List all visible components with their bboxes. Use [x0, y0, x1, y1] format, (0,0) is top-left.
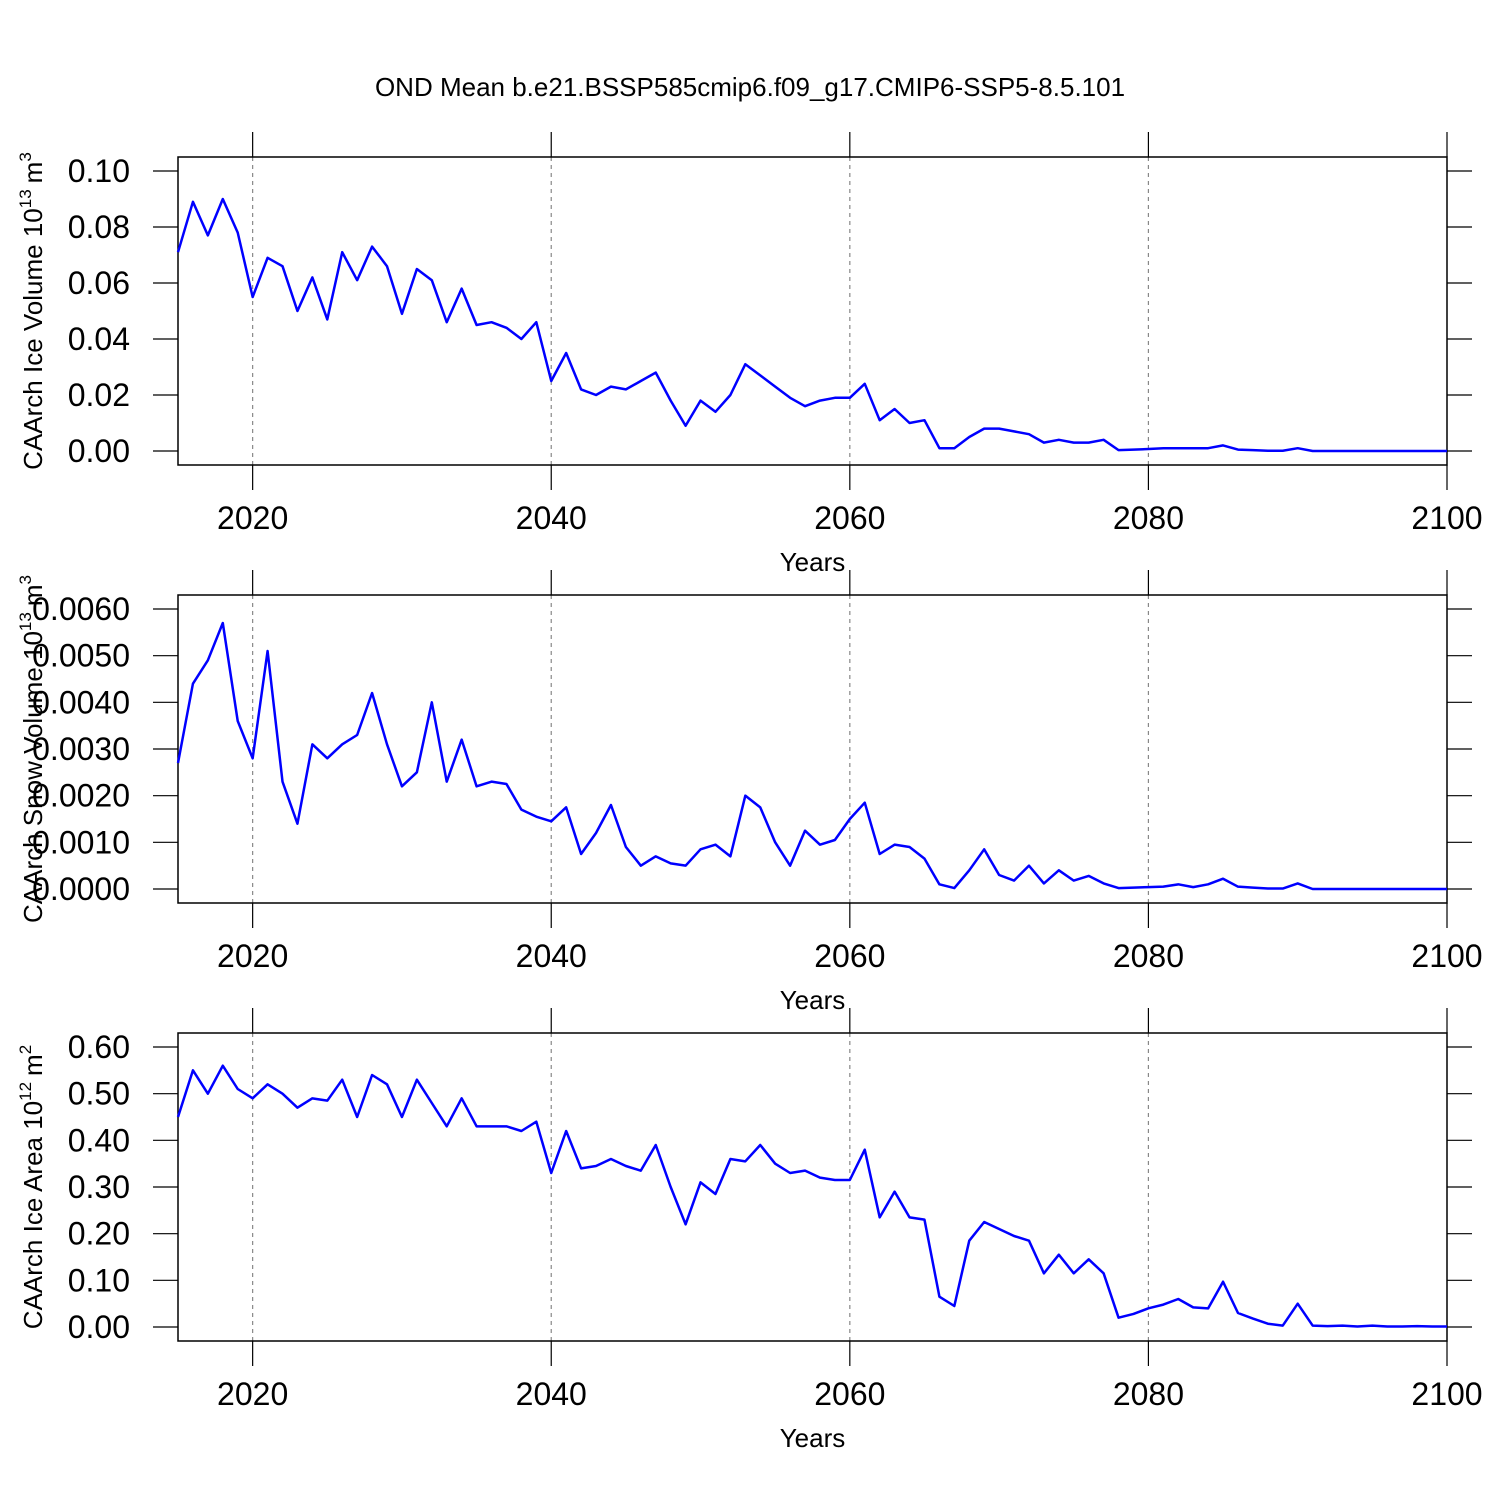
y-axis-label-exponent: 3	[16, 152, 35, 161]
panel: 2020 2040 2060 2080 2100 0.0000 0.0010 0.0020 0.…	[16, 570, 1483, 1015]
y-axis-label-unit: m	[18, 1054, 48, 1076]
x-tick-label: 2100	[1411, 938, 1482, 974]
y-tick-label: 0.00	[68, 433, 130, 469]
y-tick-label: 0.06	[68, 265, 130, 301]
plot-frame	[177, 594, 1448, 904]
plot-frame	[177, 156, 1448, 466]
x-axis-label: Years	[780, 985, 846, 1015]
y-axis-label: CAArch Snow Volume 1013 m3	[16, 575, 48, 923]
y-axis-label-text: CAArch Ice Volume 10	[18, 208, 48, 470]
plot-frame	[177, 1032, 1448, 1342]
y-axis-label: CAArch Ice Area 1012 m2	[16, 1045, 48, 1329]
x-axis-label: Years	[780, 547, 846, 577]
y-axis-label-exponent: 13	[16, 189, 35, 208]
y-tick-label: 0.08	[68, 209, 130, 245]
y-axis-label-unit: m	[18, 584, 48, 606]
y-tick-label: 0.0060	[32, 591, 130, 627]
x-tick-label: 2060	[814, 1376, 885, 1412]
y-tick-label: 0.00	[68, 1309, 130, 1345]
data-line	[176, 1064, 1447, 1328]
y-axis-label-exponent: 2	[16, 1045, 35, 1054]
y-tick-label: 0.10	[68, 1262, 130, 1298]
y-tick-label: 0.0030	[32, 731, 130, 767]
data-line	[176, 197, 1447, 453]
y-tick-label: 0.0040	[32, 684, 130, 720]
panel: 2020 2040 2060 2080 2100 0.00 0.10 0.20 0.30 0.40…	[16, 1008, 1483, 1453]
y-tick-label: 0.10	[68, 153, 130, 189]
y-axis-label-text: CAArch Ice Area 10	[18, 1101, 48, 1329]
x-tick-label: 2080	[1113, 1376, 1184, 1412]
y-axis-label-exponent: 12	[16, 1082, 35, 1101]
y-axis-label-exponent: 13	[16, 612, 35, 631]
panel: 2020 2040 2060 2080 2100 0.00 0.02 0.04 0.06 0.08…	[16, 132, 1483, 577]
y-tick-label: 0.50	[68, 1076, 130, 1112]
y-tick-label: 0.30	[68, 1169, 130, 1205]
x-tick-label: 2100	[1411, 500, 1482, 536]
data-line	[176, 621, 1447, 891]
x-tick-label: 2080	[1113, 938, 1184, 974]
y-tick-label: 0.0010	[32, 824, 130, 860]
y-tick-label: 0.02	[68, 377, 130, 413]
x-tick-label: 2040	[516, 500, 587, 536]
x-tick-label: 2040	[516, 938, 587, 974]
y-axis-label: CAArch Ice Volume 1013 m3	[16, 152, 48, 470]
y-axis-label-unit: m	[18, 162, 48, 184]
x-tick-label: 2080	[1113, 500, 1184, 536]
y-tick-label: 0.20	[68, 1216, 130, 1252]
y-tick-label: 0.0020	[32, 778, 130, 814]
x-tick-label: 2020	[217, 500, 288, 536]
x-tick-label: 2060	[814, 500, 885, 536]
x-axis-label: Years	[780, 1423, 846, 1453]
y-tick-label: 0.0050	[32, 638, 130, 674]
y-tick-label: 0.04	[68, 321, 130, 357]
y-axis-label-exponent: 3	[16, 575, 35, 584]
y-axis-label-text: CAArch Snow Volume 10	[18, 631, 48, 923]
y-tick-label: 0.60	[68, 1029, 130, 1065]
y-tick-label: 0.40	[68, 1122, 130, 1158]
x-tick-label: 2060	[814, 938, 885, 974]
x-tick-label: 2020	[217, 938, 288, 974]
x-tick-label: 2020	[217, 1376, 288, 1412]
chart-title: OND Mean b.e21.BSSP585cmip6.f09_g17.CMIP…	[375, 72, 1125, 102]
y-tick-label: 0.0000	[32, 871, 130, 907]
x-tick-label: 2040	[516, 1376, 587, 1412]
x-tick-label: 2100	[1411, 1376, 1482, 1412]
